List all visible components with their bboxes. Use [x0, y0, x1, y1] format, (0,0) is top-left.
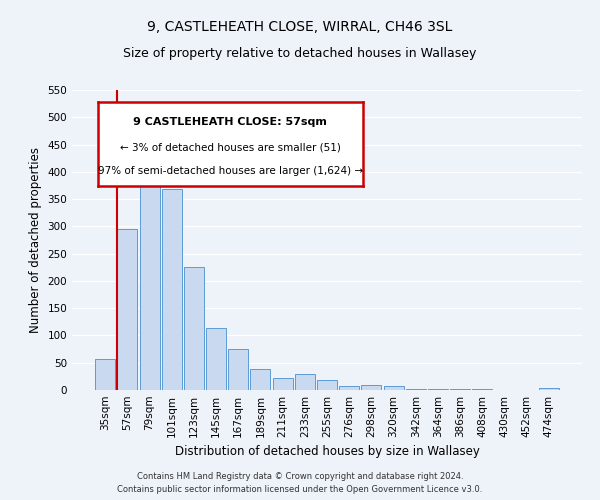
Bar [228, 348, 248, 390]
Bar [95, 359, 115, 390]
Bar [339, 386, 359, 390]
Text: Contains HM Land Registry data © Crown copyright and database right 2024.: Contains HM Land Registry data © Crown c… [137, 472, 463, 481]
Bar [272, 378, 293, 390]
Bar [472, 389, 492, 390]
Bar [383, 386, 404, 390]
Bar [428, 389, 448, 390]
Text: Size of property relative to detached houses in Wallasey: Size of property relative to detached ho… [124, 48, 476, 60]
Bar [162, 190, 182, 390]
Bar [317, 380, 337, 390]
X-axis label: Distribution of detached houses by size in Wallasey: Distribution of detached houses by size … [175, 446, 479, 458]
Bar [406, 389, 426, 390]
Text: 9, CASTLEHEATH CLOSE, WIRRAL, CH46 3SL: 9, CASTLEHEATH CLOSE, WIRRAL, CH46 3SL [148, 20, 452, 34]
Bar [184, 266, 204, 390]
Bar [539, 388, 559, 390]
Bar [140, 156, 160, 390]
Y-axis label: Number of detached properties: Number of detached properties [29, 147, 42, 333]
Bar [118, 229, 137, 390]
Bar [361, 384, 382, 390]
Bar [206, 328, 226, 390]
Bar [450, 389, 470, 390]
Bar [250, 370, 271, 390]
Bar [295, 374, 315, 390]
Text: Contains public sector information licensed under the Open Government Licence v3: Contains public sector information licen… [118, 485, 482, 494]
